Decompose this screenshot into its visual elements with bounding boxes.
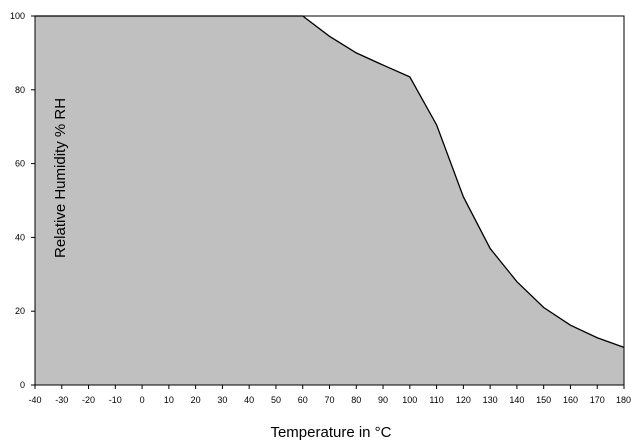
x-tick-label: 50 <box>271 395 281 405</box>
x-tick-label: 170 <box>590 395 605 405</box>
x-tick-label: 180 <box>616 395 631 405</box>
x-tick-label: 80 <box>351 395 361 405</box>
x-axis-label: Temperature in °C <box>270 424 391 441</box>
x-tick-label: 140 <box>509 395 524 405</box>
x-tick-label: -40 <box>28 395 41 405</box>
x-tick-label: 60 <box>298 395 308 405</box>
x-tick-label: 40 <box>244 395 254 405</box>
x-tick-label: 150 <box>536 395 551 405</box>
x-tick-label: 0 <box>140 395 145 405</box>
x-tick-label: 10 <box>164 395 174 405</box>
y-tick-label: 80 <box>15 85 25 95</box>
x-tick-label: -30 <box>55 395 68 405</box>
x-tick-label: 90 <box>378 395 388 405</box>
x-tick-label: -10 <box>109 395 122 405</box>
y-tick-label: 20 <box>15 306 25 316</box>
x-tick-label: 160 <box>563 395 578 405</box>
x-tick-label: 100 <box>402 395 417 405</box>
y-axis-ticks: 0 20 40 60 80 100 <box>10 11 35 390</box>
x-tick-label: 20 <box>191 395 201 405</box>
y-tick-label: 0 <box>20 380 25 390</box>
x-tick-label: -20 <box>82 395 95 405</box>
plot-area <box>34 15 625 386</box>
y-tick-label: 100 <box>10 11 25 21</box>
y-axis-label: Relative Humidity % RH <box>52 98 69 258</box>
x-tick-label: 120 <box>456 395 471 405</box>
x-axis-ticks: -40 -30 -20 -10 0 10 20 30 40 50 60 70 80 90 100 110 120… <box>28 385 631 405</box>
y-tick-label: 40 <box>15 232 25 242</box>
y-tick-label: 60 <box>15 159 25 169</box>
x-tick-label: 70 <box>324 395 334 405</box>
x-tick-label: 130 <box>483 395 498 405</box>
series-line <box>35 15 625 348</box>
x-tick-label: 110 <box>429 395 443 405</box>
x-tick-label: 30 <box>217 395 227 405</box>
area-fill <box>35 16 624 385</box>
